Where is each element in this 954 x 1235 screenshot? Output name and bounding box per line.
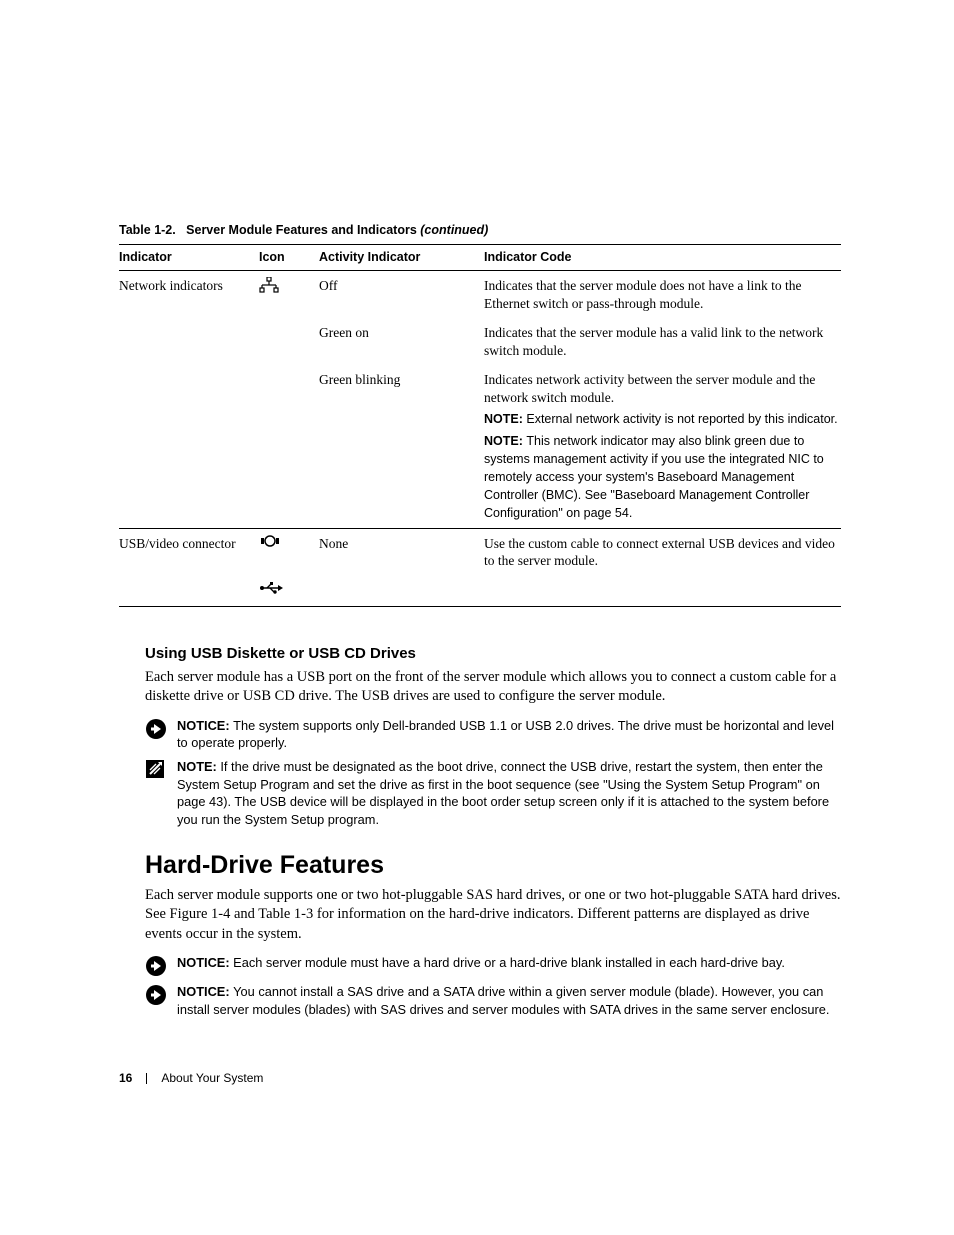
- indicators-table: Indicator Icon Activity Indicator Indica…: [119, 244, 841, 607]
- note-label: NOTE:: [484, 434, 526, 448]
- th-code: Indicator Code: [484, 245, 841, 271]
- page-number: 16: [119, 1071, 132, 1085]
- subheading: Using USB Diskette or USB CD Drives: [145, 645, 841, 662]
- notice-callout: NOTICE: Each server module must have a h…: [145, 954, 841, 977]
- section-heading: Hard-Drive Features: [145, 851, 841, 880]
- table-row: Network indicators Off Indicates that th…: [119, 271, 841, 319]
- note-label: NOTE:: [177, 759, 220, 774]
- note-body: External network activity is not reporte…: [526, 412, 837, 426]
- cell-activity: None: [319, 528, 484, 576]
- body-paragraph: Each server module has a USB port on the…: [145, 668, 841, 707]
- table-row: Green on Indicates that the server modul…: [119, 318, 841, 365]
- notice-icon: [145, 955, 167, 977]
- cell-code: Indicates that the server module does no…: [484, 271, 841, 319]
- cell-code: Indicates that the server module has a v…: [484, 318, 841, 365]
- th-icon: Icon: [259, 245, 319, 271]
- network-icon: [259, 277, 279, 293]
- notice-body: The system supports only Dell-branded US…: [177, 718, 834, 751]
- cell-indicator: USB/video connector: [119, 528, 259, 576]
- table-row: [119, 576, 841, 607]
- usb-icon: [259, 582, 283, 594]
- cell-icon: [259, 528, 319, 576]
- table-row: USB/video connector None Use the custom …: [119, 528, 841, 576]
- note-body: This network indicator may also blink gr…: [484, 434, 824, 520]
- notice-body: Each server module must have a hard driv…: [233, 955, 785, 970]
- notice-label: NOTICE:: [177, 718, 233, 733]
- cell-activity: Green blinking: [319, 365, 484, 528]
- cell-activity: Green on: [319, 318, 484, 365]
- notice-callout: NOTICE: You cannot install a SAS drive a…: [145, 983, 841, 1018]
- cell-activity: Off: [319, 271, 484, 319]
- caption-prefix: Table 1-2.: [119, 223, 176, 237]
- cell-icon: [259, 271, 319, 319]
- notice-callout: NOTICE: The system supports only Dell-br…: [145, 717, 841, 752]
- caption-title: Server Module Features and Indicators: [186, 223, 420, 237]
- note-body: If the drive must be designated as the b…: [177, 759, 829, 827]
- table-header-row: Indicator Icon Activity Indicator Indica…: [119, 245, 841, 271]
- th-indicator: Indicator: [119, 245, 259, 271]
- cell-indicator: Network indicators: [119, 271, 259, 319]
- page-footer: 16 About Your System: [119, 1071, 263, 1085]
- th-activity: Activity Indicator: [319, 245, 484, 271]
- notice-label: NOTICE:: [177, 955, 233, 970]
- footer-divider: [146, 1073, 147, 1084]
- cell-icon: [259, 576, 319, 607]
- table-caption: Table 1-2. Server Module Features and In…: [119, 223, 841, 237]
- cell-code: Indicates network activity between the s…: [484, 365, 841, 528]
- body-paragraph: Each server module supports one or two h…: [145, 886, 841, 945]
- footer-section-label: About Your System: [161, 1071, 263, 1085]
- video-icon: [259, 535, 281, 547]
- notice-label: NOTICE:: [177, 984, 233, 999]
- notice-icon: [145, 984, 167, 1006]
- caption-continued: (continued): [420, 223, 488, 237]
- notice-icon: [145, 718, 167, 740]
- note-callout: NOTE: If the drive must be designated as…: [145, 758, 841, 829]
- cell-code: Use the custom cable to connect external…: [484, 528, 841, 576]
- table-row: Green blinking Indicates network activit…: [119, 365, 841, 528]
- notice-body: You cannot install a SAS drive and a SAT…: [177, 984, 829, 1017]
- note-icon: [145, 759, 167, 779]
- note-label: NOTE:: [484, 412, 526, 426]
